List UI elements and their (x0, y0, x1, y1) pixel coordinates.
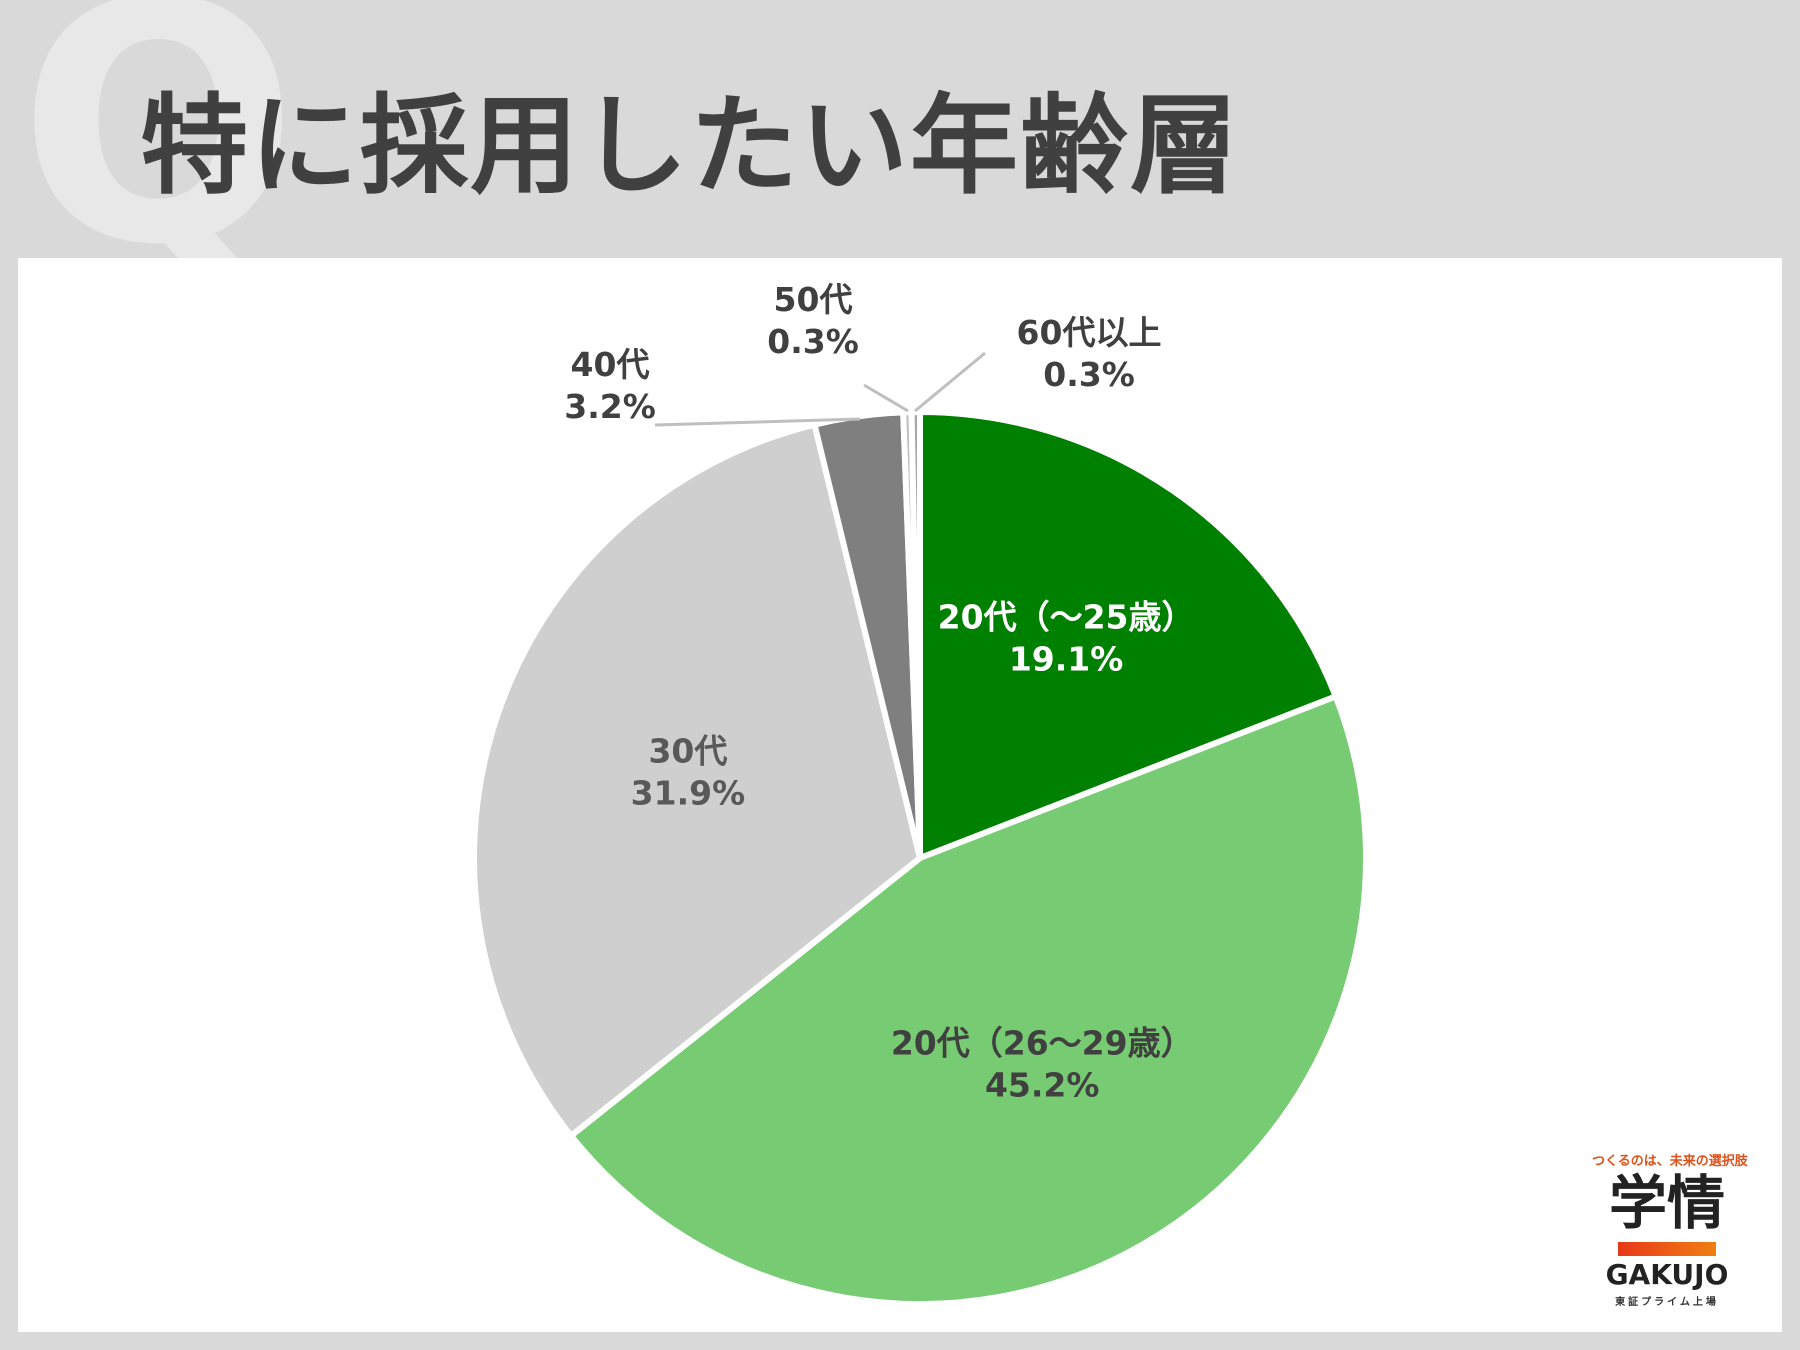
slice-label: 20代（～25歳） 19.1% (938, 598, 1195, 679)
slice-category: 60代以上 (1017, 313, 1162, 352)
slice-category: 50代 (774, 280, 853, 319)
leader-line (863, 383, 909, 413)
slice-value: 0.3% (1043, 355, 1135, 394)
pie-slice (917, 409, 1339, 861)
slice-value: 45.2% (985, 1066, 1100, 1105)
logo-bar (1618, 1242, 1716, 1256)
q-watermark: Q (18, 0, 299, 317)
slice-category: 30代 (648, 732, 727, 771)
slice-category: 40代 (571, 345, 650, 384)
logo-name-en: GAKUJO (1605, 1258, 1729, 1291)
slice-label: 20代（26～29歳） 45.2% (891, 1024, 1194, 1105)
slice-label: 50代 0.3% (767, 280, 859, 361)
gakujo-logo: つくるのは、未来の選択肢 学情 GAKUJO 東証プライム上場 (1592, 1150, 1748, 1315)
slice-label: 40代 3.2% (564, 345, 656, 426)
slice-value: 0.3% (767, 322, 859, 361)
logo-name-ja: 学情 (1608, 1169, 1725, 1237)
logo-sub: 東証プライム上場 (1615, 1297, 1719, 1308)
pie-slice (908, 408, 923, 861)
pie-slice (471, 421, 923, 1139)
slice-label: 60代以上 0.3% (1017, 313, 1162, 394)
slice-label: 30代 31.9% (631, 732, 746, 813)
leader-line (914, 351, 986, 413)
pie-slice (568, 693, 1369, 1307)
logo-tagline: つくるのは、未来の選択肢 (1592, 1154, 1748, 1169)
page-title: 特に採用したい年齢層 (140, 84, 1241, 209)
slice-value: 31.9% (631, 774, 746, 813)
slice-value: 3.2% (564, 387, 656, 426)
leader-line (654, 417, 861, 427)
slice-category: 20代（26～29歳） (891, 1024, 1194, 1063)
slice-value: 19.1% (1009, 640, 1124, 679)
slice-category: 20代（～25歳） (938, 598, 1195, 637)
